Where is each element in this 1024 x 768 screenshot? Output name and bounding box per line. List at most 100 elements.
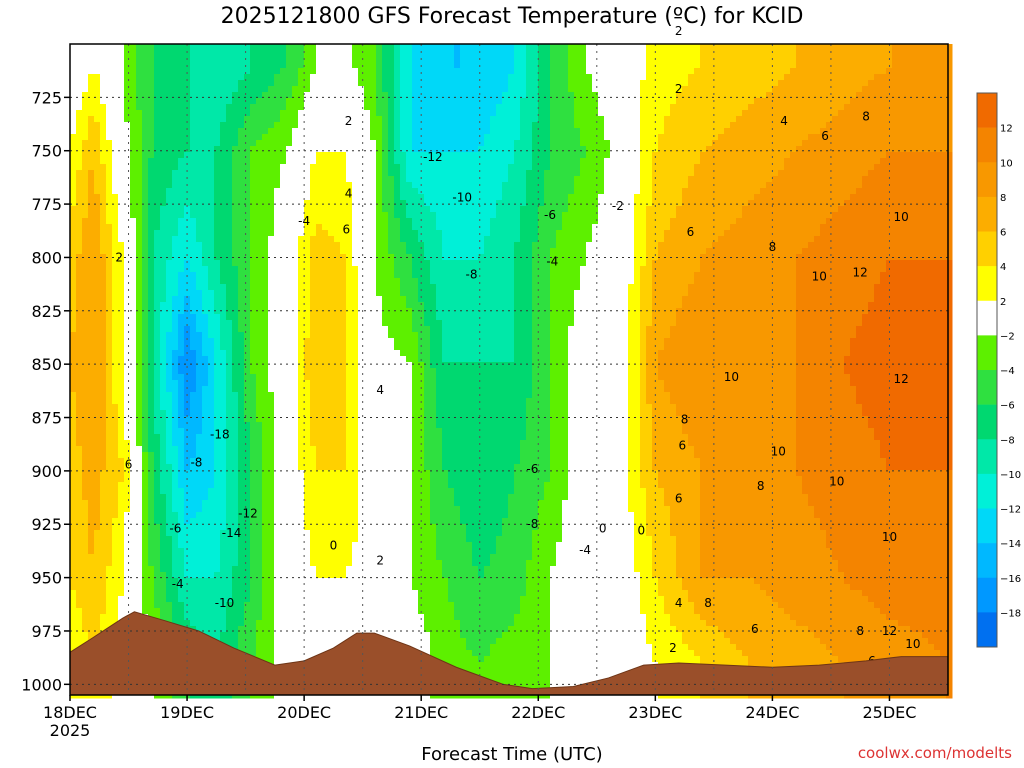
temperature-cell: [292, 68, 299, 75]
temperature-cell: [172, 314, 179, 321]
temperature-cell: [298, 110, 305, 117]
temperature-cell: [106, 128, 113, 135]
temperature-cell: [334, 248, 341, 255]
temperature-cell: [130, 50, 137, 57]
temperature-cell: [226, 356, 233, 363]
temperature-cell: [304, 452, 311, 459]
temperature-cell: [250, 104, 257, 111]
temperature-cell: [268, 584, 275, 591]
temperature-cell: [286, 512, 293, 519]
temperature-cell: [274, 110, 281, 117]
temperature-cell: [226, 188, 233, 195]
temperature-cell: [304, 278, 311, 285]
temperature-cell: [208, 440, 215, 447]
temperature-cell: [202, 380, 209, 387]
temperature-cell: [256, 386, 263, 393]
temperature-cell: [124, 578, 131, 585]
temperature-cell: [208, 338, 215, 345]
temperature-cell: [178, 218, 185, 225]
temperature-cell: [112, 314, 119, 321]
temperature-cell: [340, 254, 347, 261]
temperature-cell: [280, 422, 287, 429]
temperature-cell: [250, 272, 257, 279]
temperature-cell: [322, 122, 329, 129]
temperature-cell: [328, 368, 335, 375]
temperature-cell: [238, 158, 245, 165]
temperature-cell: [94, 374, 101, 381]
temperature-cell: [130, 386, 137, 393]
temperature-cell: [292, 146, 299, 153]
temperature-cell: [160, 500, 167, 507]
temperature-cell: [316, 566, 323, 573]
temperature-cell: [76, 116, 83, 123]
temperature-cell: [88, 446, 95, 453]
temperature-cell: [118, 602, 125, 609]
temperature-cell: [190, 416, 197, 423]
temperature-cell: [340, 80, 347, 87]
temperature-cell: [268, 278, 275, 285]
temperature-cell: [208, 548, 215, 555]
temperature-cell: [268, 152, 275, 159]
temperature-cell: [112, 506, 119, 513]
temperature-cell: [124, 230, 131, 237]
temperature-cell: [226, 248, 233, 255]
temperature-cell: [208, 350, 215, 357]
temperature-cell: [112, 584, 119, 591]
temperature-cell: [76, 122, 83, 129]
temperature-cell: [340, 224, 347, 231]
temperature-cell: [196, 116, 203, 123]
temperature-cell: [250, 506, 257, 513]
temperature-cell: [226, 164, 233, 171]
temperature-cell: [88, 164, 95, 171]
temperature-cell: [184, 284, 191, 291]
temperature-cell: [166, 410, 173, 417]
temperature-cell: [262, 452, 269, 459]
temperature-cell: [112, 602, 119, 609]
temperature-cell: [184, 446, 191, 453]
temperature-cell: [142, 122, 149, 129]
temperature-cell: [130, 122, 137, 129]
temperature-cell: [196, 608, 203, 615]
temperature-cell: [286, 266, 293, 273]
temperature-cell: [292, 140, 299, 147]
temperature-cell: [244, 506, 251, 513]
temperature-cell: [202, 284, 209, 291]
temperature-cell: [208, 602, 215, 609]
temperature-cell: [244, 290, 251, 297]
temperature-cell: [226, 110, 233, 117]
temperature-cell: [238, 392, 245, 399]
temperature-cell: [238, 368, 245, 375]
temperature-cell: [82, 302, 89, 309]
temperature-cell: [268, 542, 275, 549]
temperature-cell: [286, 338, 293, 345]
temperature-cell: [340, 164, 347, 171]
temperature-cell: [142, 224, 149, 231]
temperature-cell: [88, 350, 95, 357]
temperature-cell: [232, 254, 239, 261]
temperature-cell: [112, 182, 119, 189]
temperature-cell: [250, 188, 257, 195]
temperature-cell: [76, 50, 83, 57]
temperature-cell: [82, 530, 89, 537]
temperature-cell: [280, 164, 287, 171]
temperature-cell: [160, 68, 167, 75]
temperature-cell: [298, 176, 305, 183]
temperature-cell: [238, 608, 245, 615]
temperature-cell: [328, 152, 335, 159]
temperature-cell: [316, 254, 323, 261]
temperature-cell: [106, 110, 113, 117]
temperature-cell: [70, 224, 77, 231]
temperature-cell: [334, 260, 341, 267]
temperature-cell: [118, 488, 125, 495]
temperature-cell: [274, 650, 281, 657]
temperature-cell: [292, 296, 299, 303]
temperature-cell: [118, 164, 125, 171]
temperature-cell: [298, 386, 305, 393]
temperature-cell: [334, 368, 341, 375]
temperature-cell: [76, 248, 83, 255]
temperature-cell: [208, 530, 215, 537]
temperature-cell: [328, 488, 335, 495]
temperature-cell: [160, 554, 167, 561]
temperature-cell: [232, 524, 239, 531]
temperature-cell: [136, 332, 143, 339]
